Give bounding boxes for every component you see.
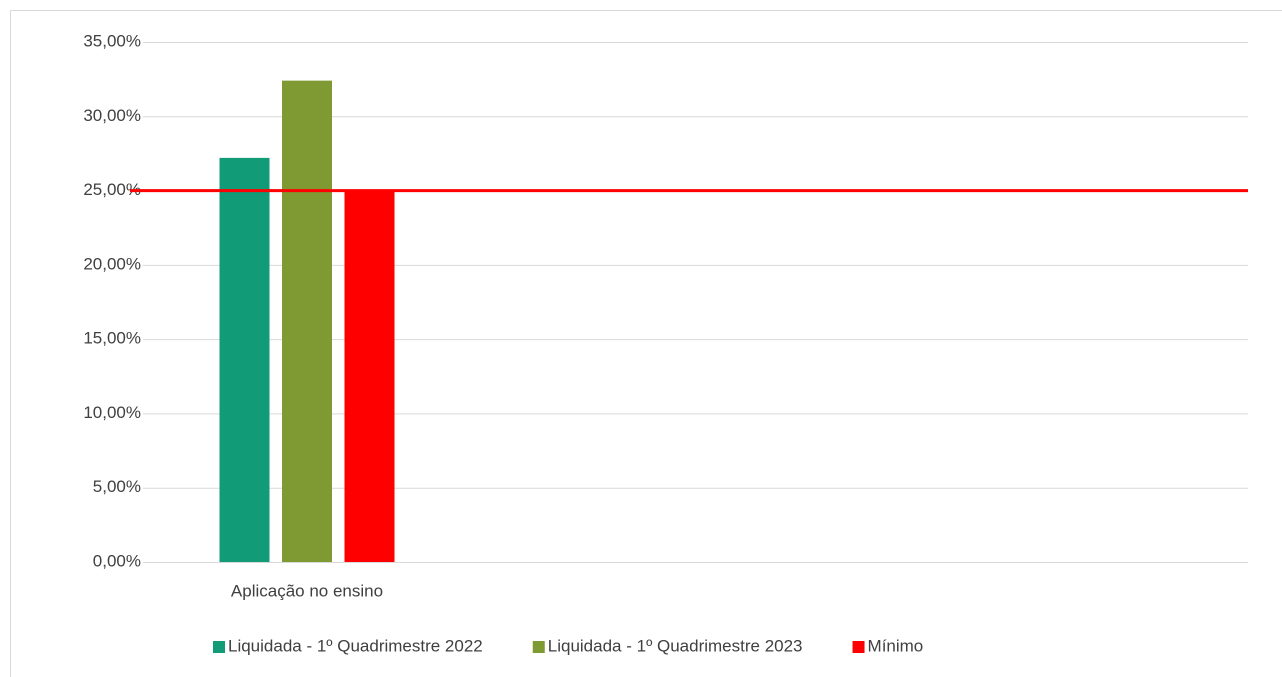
y-tick-label: 15,00% xyxy=(83,329,141,348)
bar xyxy=(344,190,395,563)
legend-swatch xyxy=(213,641,225,653)
bar xyxy=(219,157,270,562)
y-tick-label: 20,00% xyxy=(83,254,141,273)
legend-label: Mínimo xyxy=(868,636,924,655)
y-tick-label: 25,00% xyxy=(83,180,141,199)
legend-label: Liquidada - 1º Quadrimestre 2023 xyxy=(548,636,803,655)
bar xyxy=(282,80,332,562)
legend-label: Liquidada - 1º Quadrimestre 2022 xyxy=(228,636,483,655)
x-tick-label: Aplicação no ensino xyxy=(231,581,383,600)
y-tick-label: 30,00% xyxy=(83,106,141,125)
y-tick-label: 0,00% xyxy=(93,551,141,570)
legend-swatch xyxy=(852,641,865,653)
legend-swatch xyxy=(532,641,545,653)
y-tick-label: 10,00% xyxy=(83,403,141,422)
chart-border xyxy=(10,10,1282,677)
y-tick-label: 35,00% xyxy=(83,31,141,50)
y-tick-label: 5,00% xyxy=(93,477,141,496)
